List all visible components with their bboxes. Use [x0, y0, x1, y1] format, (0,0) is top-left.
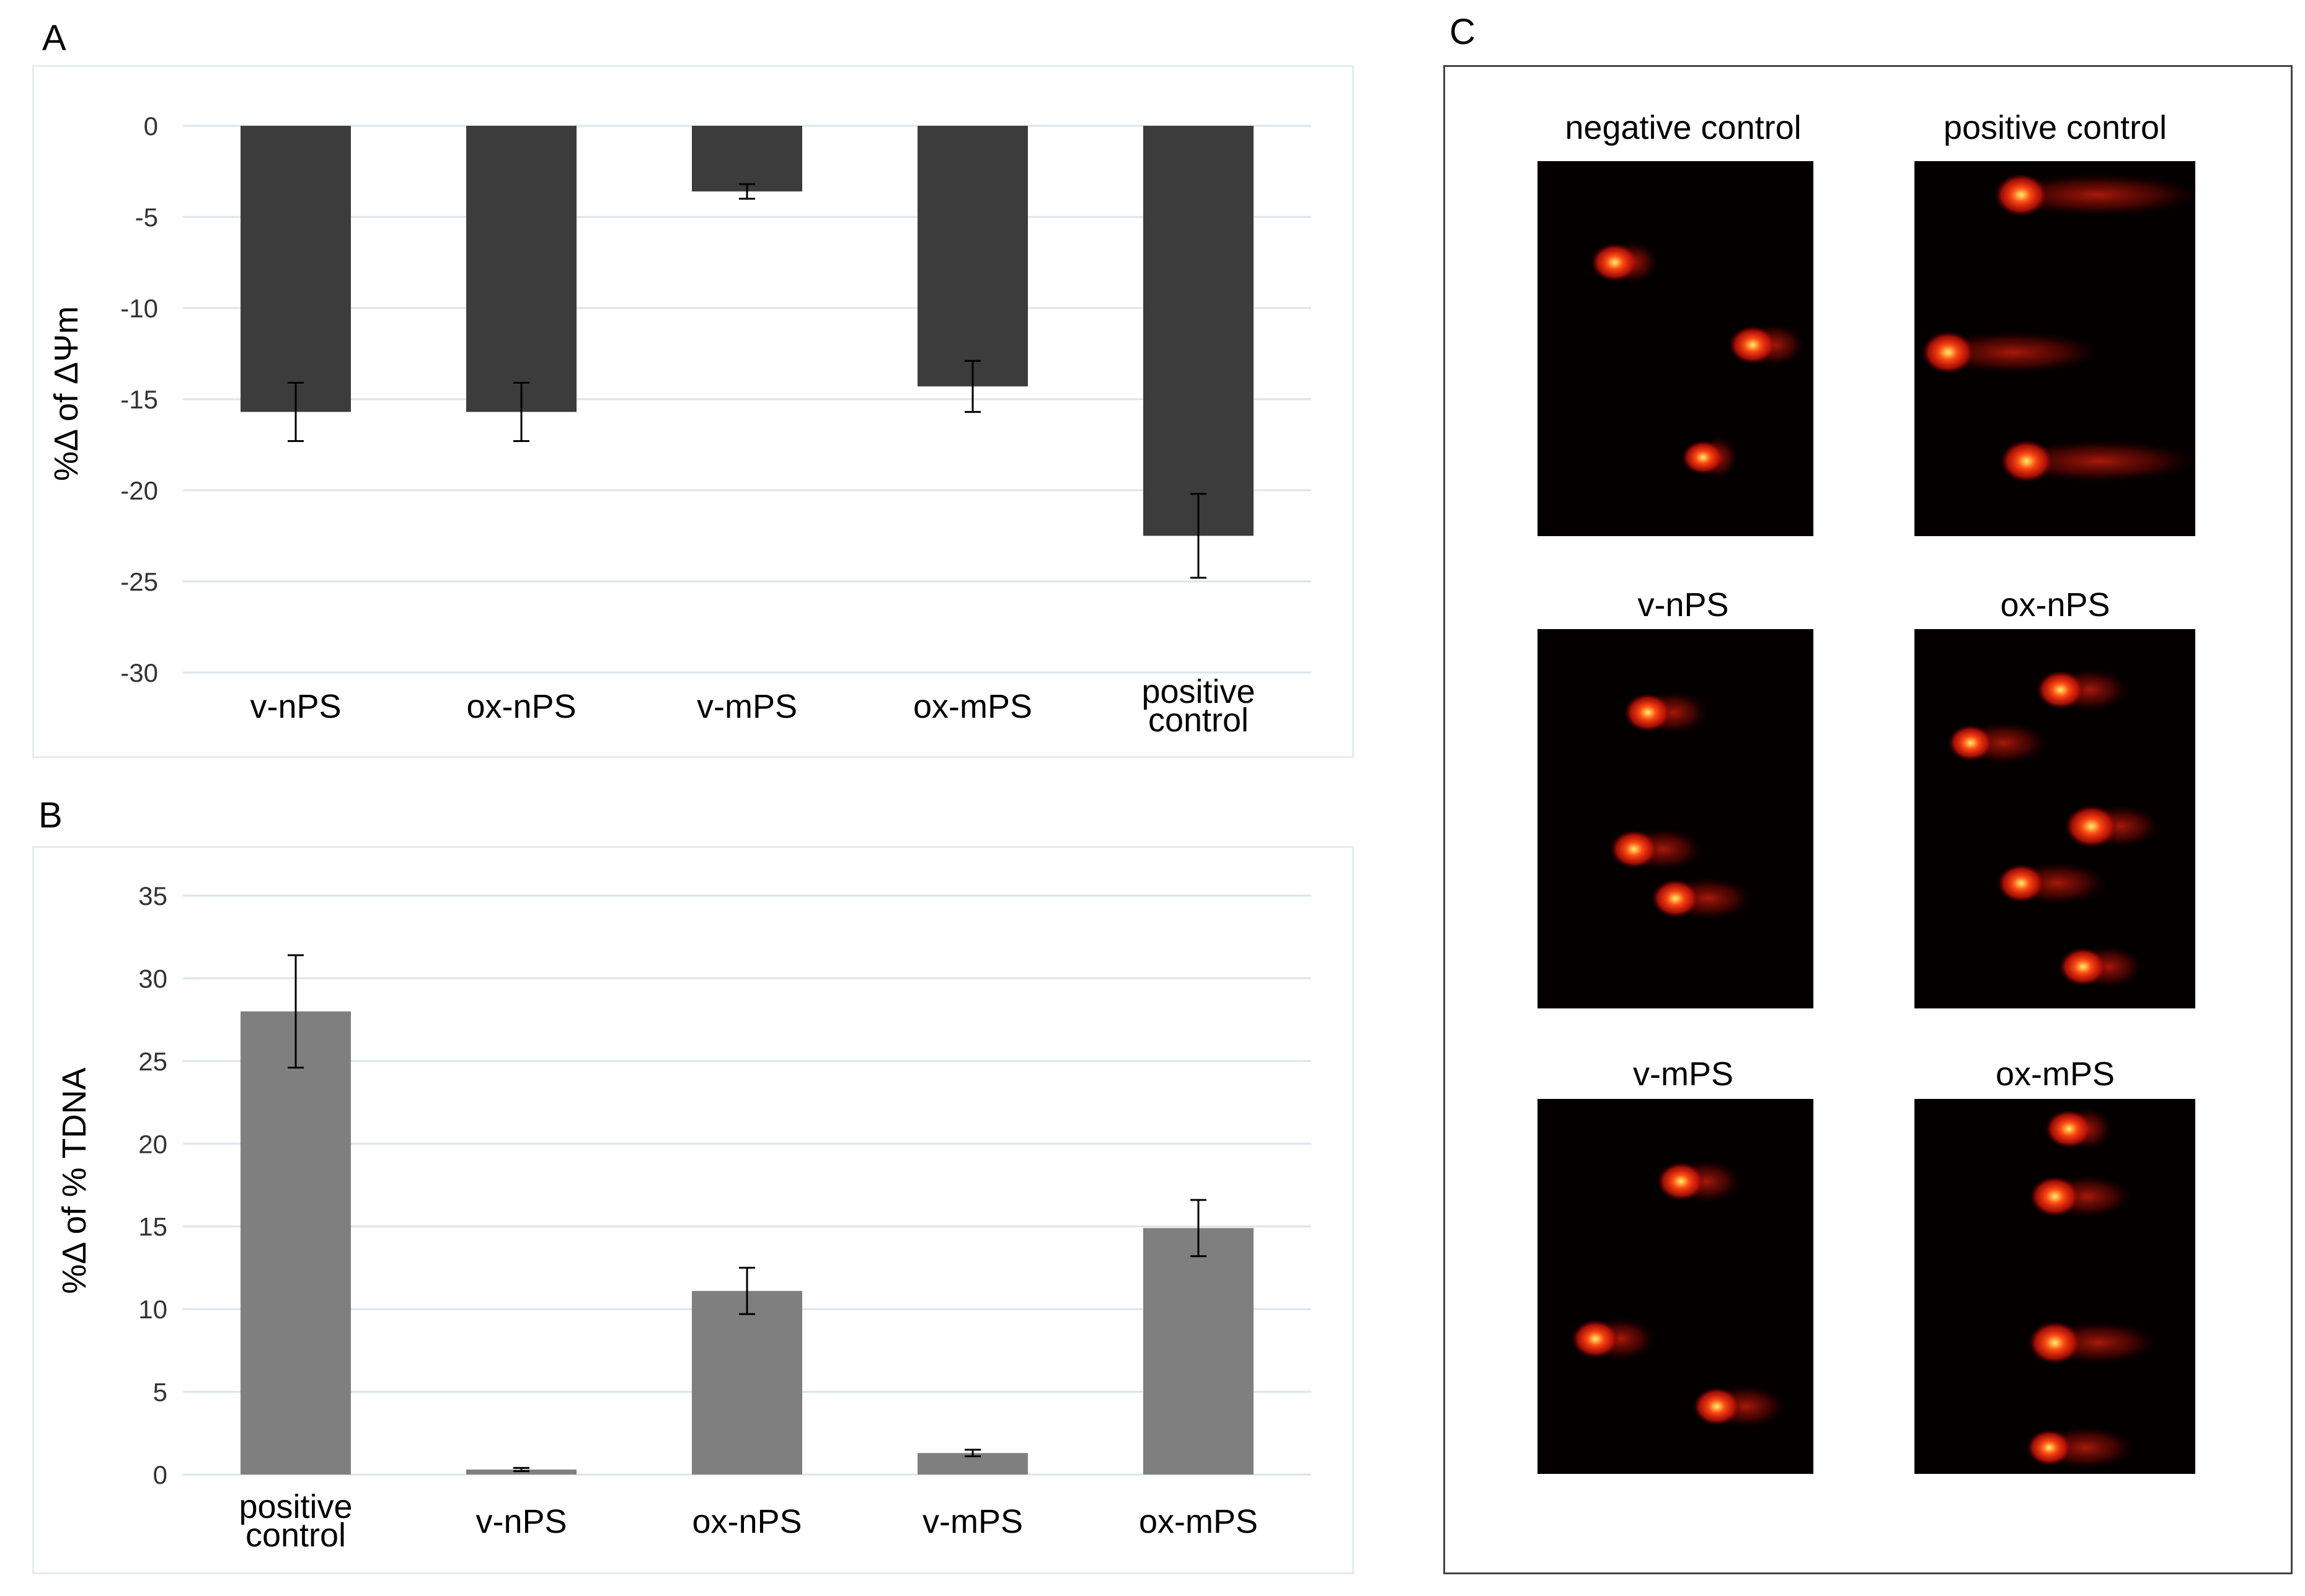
y-tick-label: -10	[120, 294, 158, 323]
comet-head	[2030, 1176, 2080, 1217]
comet-image-label: ox-mPS	[1995, 1056, 2115, 1093]
y-tick-label: -20	[120, 476, 158, 505]
comet-head	[1682, 440, 1724, 475]
comet-assay-image	[1914, 161, 2195, 536]
category-label: positive	[1141, 673, 1255, 710]
y-tick-label: -25	[120, 567, 158, 596]
comet-tail	[2002, 440, 2195, 482]
y-tick-label: -30	[120, 658, 158, 687]
y-tick-label: 30	[138, 964, 167, 993]
category-label: ox-nPS	[692, 1503, 802, 1540]
comet-head	[1693, 1387, 1741, 1426]
y-tick-label: 35	[138, 881, 167, 910]
bar	[241, 126, 351, 412]
y-tick-label: -5	[135, 203, 158, 232]
comet-head	[1729, 325, 1776, 364]
category-label: control	[246, 1517, 346, 1554]
comet-head	[2065, 805, 2118, 848]
y-tick-label: 10	[138, 1295, 167, 1324]
comet-head	[1652, 879, 1699, 918]
category-label: control	[1148, 702, 1249, 739]
comet-head	[2059, 948, 2107, 986]
category-label: positive	[239, 1488, 352, 1525]
y-tick-label: 5	[153, 1378, 167, 1407]
comet-head	[1998, 864, 2045, 902]
category-label: v-mPS	[697, 688, 797, 725]
comet-head	[1610, 830, 1658, 868]
category-label: ox-mPS	[913, 688, 1032, 725]
comet-head	[2001, 440, 2053, 482]
y-tick-label: 25	[138, 1047, 167, 1076]
category-label: v-mPS	[922, 1503, 1023, 1540]
y-tick-label: 20	[138, 1129, 167, 1158]
comet-assay-image	[1537, 161, 1813, 536]
category-label: v-nPS	[476, 1503, 567, 1540]
panel-c-letter: C	[1449, 12, 1475, 52]
y-tick-label: -15	[120, 385, 158, 414]
bar	[1143, 126, 1254, 536]
panel-b-letter: B	[38, 795, 63, 835]
comet-head	[1591, 243, 1639, 281]
comet-head	[1572, 1320, 1619, 1358]
comet-assay-image	[1537, 629, 1813, 1008]
comet-head	[2045, 1109, 2092, 1148]
category-label: ox-mPS	[1139, 1503, 1258, 1540]
comet-head	[1948, 725, 1993, 761]
category-label: ox-nPS	[466, 688, 576, 725]
comet-image-label: ox-nPS	[2000, 586, 2110, 624]
comet-head	[1995, 174, 2048, 216]
y-axis-label: %Δ of % TDNA	[56, 1067, 93, 1294]
y-axis-label: %Δ of ΔΨm	[48, 306, 85, 481]
y-tick-label: 0	[144, 112, 158, 141]
comet-image-label: v-mPS	[1633, 1056, 1733, 1093]
comet-assay-image	[1914, 1099, 2195, 1474]
comet-head	[2037, 671, 2084, 709]
comet-head	[1624, 694, 1671, 732]
comet-image-label: negative control	[1565, 109, 1802, 146]
category-label: v-nPS	[250, 688, 341, 725]
bar	[466, 126, 577, 412]
comet-image-label: v-nPS	[1637, 586, 1729, 624]
comet-assay-image	[1914, 629, 2195, 1008]
bar	[692, 126, 802, 192]
comet-tail	[1996, 174, 2195, 216]
comet-image-label: positive control	[1943, 109, 2167, 146]
bar	[241, 1011, 351, 1475]
panel-a-letter: A	[42, 18, 66, 58]
bar	[692, 1290, 802, 1475]
bar	[1143, 1228, 1254, 1475]
y-tick-label: 15	[138, 1212, 167, 1241]
comet-assay-image	[1537, 1099, 1813, 1474]
comet-head	[1922, 331, 1975, 374]
bar	[918, 126, 1028, 387]
comet-head	[2027, 1429, 2072, 1466]
comet-head	[2028, 1321, 2081, 1364]
y-tick-label: 0	[153, 1460, 167, 1489]
comet-head	[1657, 1162, 1705, 1201]
